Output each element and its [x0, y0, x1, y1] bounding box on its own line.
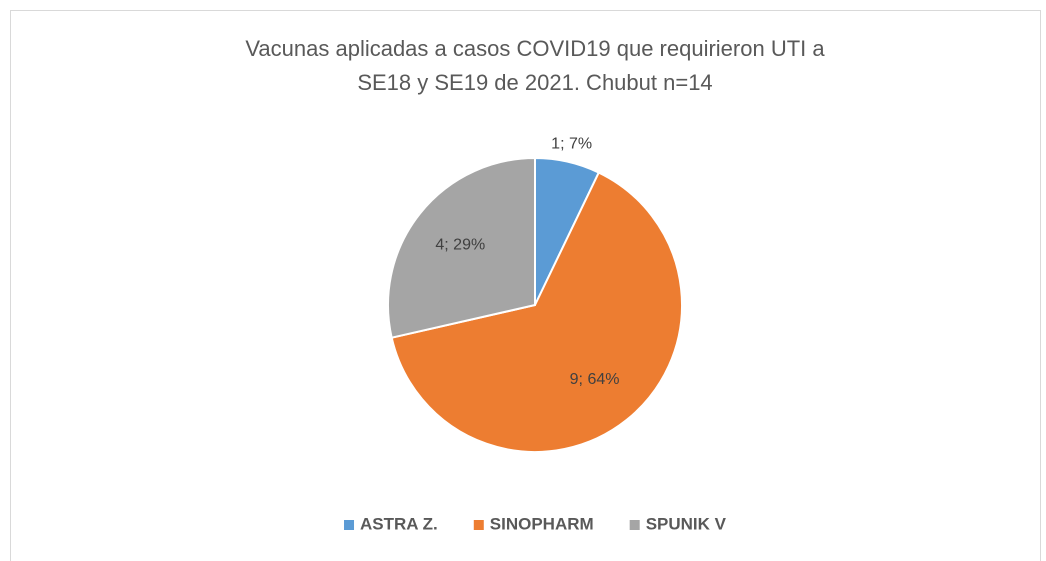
- pie-slice: [387, 156, 536, 339]
- legend-swatch: [473, 520, 484, 530]
- legend-swatch: [344, 520, 355, 530]
- pie-slice: [390, 171, 683, 453]
- data-label: 9; 64%: [570, 371, 620, 388]
- chart-title: SE18 y SE19 de 2021. Chubut n=14: [357, 70, 712, 95]
- data-label: 4; 29%: [435, 237, 485, 254]
- legend-label: SINOPHARM: [490, 514, 594, 533]
- data-label: 1; 7%: [551, 136, 592, 153]
- legend-label: ASTRA Z.: [360, 514, 438, 533]
- chart-title: Vacunas aplicadas a casos COVID19 que re…: [245, 36, 825, 61]
- legend-swatch: [629, 520, 640, 530]
- legend-label: SPUNIK V: [646, 514, 727, 533]
